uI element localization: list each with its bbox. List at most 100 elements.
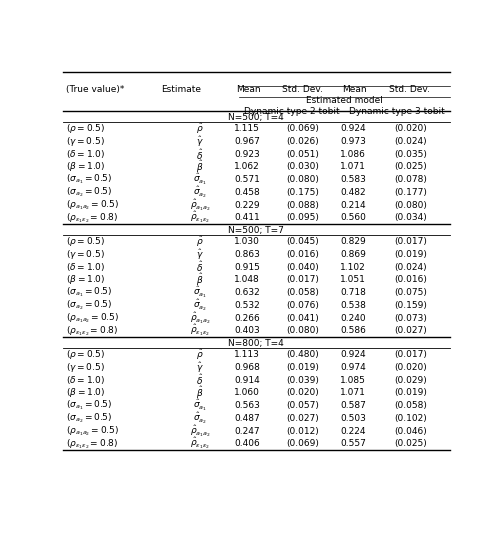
Text: (0.080): (0.080) [286,326,320,335]
Text: (0.017): (0.017) [286,276,320,284]
Text: $\hat{\rho}$: $\hat{\rho}$ [196,122,204,136]
Text: Mean: Mean [342,85,366,94]
Text: (0.177): (0.177) [394,188,427,197]
Text: 0.229: 0.229 [234,200,260,209]
Text: (0.159): (0.159) [394,301,427,310]
Text: $(\rho = 0.5)$: $(\rho = 0.5)$ [66,122,106,136]
Text: Mean: Mean [236,85,261,94]
Text: (0.075): (0.075) [394,288,427,297]
Text: 0.487: 0.487 [234,414,260,423]
Text: 0.718: 0.718 [340,288,366,297]
Text: $\hat{\delta}$: $\hat{\delta}$ [196,260,203,274]
Text: (0.026): (0.026) [286,137,320,146]
Text: 1.115: 1.115 [234,124,260,133]
Text: 0.973: 0.973 [340,137,366,146]
Text: 0.924: 0.924 [340,124,366,133]
Text: $(\gamma = 0.5)$: $(\gamma = 0.5)$ [66,361,106,374]
Text: 1.071: 1.071 [340,389,366,398]
Text: N=500; T=7: N=500; T=7 [228,226,284,235]
Text: (0.035): (0.035) [394,150,427,158]
Text: 1.085: 1.085 [340,376,366,385]
Text: 1.102: 1.102 [340,263,366,272]
Text: $(\rho_{a_1 a_2} = 0.5)$: $(\rho_{a_1 a_2} = 0.5)$ [66,424,120,438]
Text: (0.030): (0.030) [286,162,320,171]
Text: 0.923: 0.923 [234,150,260,158]
Text: 0.247: 0.247 [234,427,260,436]
Text: $(\beta = 1.0)$: $(\beta = 1.0)$ [66,386,106,399]
Text: (0.025): (0.025) [394,162,427,171]
Text: 0.829: 0.829 [340,237,366,246]
Text: (0.017): (0.017) [394,237,427,246]
Text: (0.029): (0.029) [394,376,427,385]
Text: $(\rho_{\epsilon_1 \epsilon_2} = 0.8)$: $(\rho_{\epsilon_1 \epsilon_2} = 0.8)$ [66,324,118,338]
Text: 0.224: 0.224 [340,427,366,436]
Text: (0.019): (0.019) [394,250,427,259]
Text: (0.051): (0.051) [286,150,320,158]
Text: 1.030: 1.030 [234,237,260,246]
Text: (0.040): (0.040) [286,263,320,272]
Text: 1.062: 1.062 [234,162,260,171]
Text: 0.869: 0.869 [340,250,366,259]
Text: (0.080): (0.080) [394,200,427,209]
Text: (0.102): (0.102) [394,414,427,423]
Text: $\hat{\sigma}_{a_1}$: $\hat{\sigma}_{a_1}$ [193,285,207,300]
Text: (0.034): (0.034) [394,213,427,222]
Text: Dynamic type 3 tobit: Dynamic type 3 tobit [350,107,445,116]
Text: (0.080): (0.080) [286,175,320,184]
Text: (0.069): (0.069) [286,124,320,133]
Text: $(\delta = 1.0)$: $(\delta = 1.0)$ [66,148,106,160]
Text: (0.019): (0.019) [286,363,320,372]
Text: 0.914: 0.914 [234,376,260,385]
Text: 0.538: 0.538 [340,301,366,310]
Text: 0.924: 0.924 [340,350,366,359]
Text: 0.560: 0.560 [340,213,366,222]
Text: 0.632: 0.632 [234,288,260,297]
Text: Std. Dev.: Std. Dev. [282,85,323,94]
Text: (0.041): (0.041) [286,314,320,323]
Text: $\hat{\rho}_{a_1 a_2}$: $\hat{\rho}_{a_1 a_2}$ [190,198,210,213]
Text: 0.967: 0.967 [234,137,260,146]
Text: (0.027): (0.027) [286,414,320,423]
Text: 0.214: 0.214 [340,200,366,209]
Text: 0.532: 0.532 [234,301,260,310]
Text: $\hat{\rho}$: $\hat{\rho}$ [196,347,204,362]
Text: $\hat{\gamma}$: $\hat{\gamma}$ [196,360,204,375]
Text: (0.020): (0.020) [394,363,427,372]
Text: (0.039): (0.039) [286,376,320,385]
Text: $(\rho = 0.5)$: $(\rho = 0.5)$ [66,235,106,248]
Text: 1.051: 1.051 [340,276,366,284]
Text: (0.175): (0.175) [286,188,320,197]
Text: (0.020): (0.020) [286,389,320,398]
Text: $\hat{\sigma}_{a_1}$: $\hat{\sigma}_{a_1}$ [193,398,207,413]
Text: $\hat{\rho}_{\epsilon_1 \epsilon_2}$: $\hat{\rho}_{\epsilon_1 \epsilon_2}$ [190,436,210,451]
Text: (0.012): (0.012) [286,427,320,436]
Text: $\hat{\gamma}$: $\hat{\gamma}$ [196,134,204,149]
Text: 0.406: 0.406 [234,439,260,448]
Text: (0.016): (0.016) [394,276,427,284]
Text: $(\sigma_{a_1} = 0.5)$: $(\sigma_{a_1} = 0.5)$ [66,173,113,186]
Text: (0.058): (0.058) [286,288,320,297]
Text: $\hat{\rho}_{\epsilon_1 \epsilon_2}$: $\hat{\rho}_{\epsilon_1 \epsilon_2}$ [190,323,210,338]
Text: Dynamic type 2 tobit: Dynamic type 2 tobit [244,107,340,116]
Text: (0.088): (0.088) [286,200,320,209]
Text: $\hat{\sigma}_{a_2}$: $\hat{\sigma}_{a_2}$ [193,410,207,426]
Text: $(\sigma_{a_2} = 0.5)$: $(\sigma_{a_2} = 0.5)$ [66,412,113,425]
Text: $\hat{\beta}$: $\hat{\beta}$ [196,385,204,401]
Text: $(\rho = 0.5)$: $(\rho = 0.5)$ [66,348,106,361]
Text: Estimated model: Estimated model [306,96,383,105]
Text: $\hat{\sigma}_{a_2}$: $\hat{\sigma}_{a_2}$ [193,298,207,313]
Text: 1.086: 1.086 [340,150,366,158]
Text: $\hat{\rho}_{\epsilon_1 \epsilon_2}$: $\hat{\rho}_{\epsilon_1 \epsilon_2}$ [190,210,210,225]
Text: $\hat{\delta}$: $\hat{\delta}$ [196,147,203,161]
Text: $\hat{\sigma}_{a_2}$: $\hat{\sigma}_{a_2}$ [193,185,207,200]
Text: 0.915: 0.915 [234,263,260,272]
Text: 0.266: 0.266 [234,314,260,323]
Text: $\hat{\rho}_{a_1 a_2}$: $\hat{\rho}_{a_1 a_2}$ [190,423,210,438]
Text: 0.482: 0.482 [340,188,366,197]
Text: 0.563: 0.563 [234,401,260,410]
Text: 0.587: 0.587 [340,401,366,410]
Text: 0.586: 0.586 [340,326,366,335]
Text: (True value)*: (True value)* [66,85,125,94]
Text: (0.027): (0.027) [394,326,427,335]
Text: 0.968: 0.968 [234,363,260,372]
